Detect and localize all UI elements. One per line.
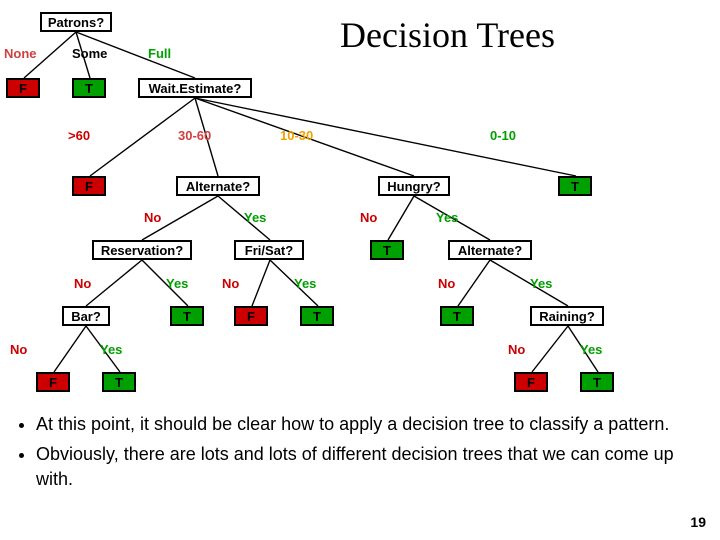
decision-node: Bar? <box>62 306 110 326</box>
decision-node: Wait.Estimate? <box>138 78 252 98</box>
bullet-item: Obviously, there are lots and lots of di… <box>36 442 704 491</box>
edge-label: No <box>360 210 377 225</box>
leaf-node: T <box>370 240 404 260</box>
leaf-node: F <box>514 372 548 392</box>
leaf-node: T <box>102 372 136 392</box>
edge-label: 0-10 <box>490 128 516 143</box>
leaf-node: T <box>72 78 106 98</box>
edge-label: No <box>508 342 525 357</box>
decision-node: Raining? <box>530 306 604 326</box>
edge-label: Yes <box>166 276 188 291</box>
bullet-item: At this point, it should be clear how to… <box>36 412 704 436</box>
decision-node: Alternate? <box>176 176 260 196</box>
decision-node: Patrons? <box>40 12 112 32</box>
edge-label: No <box>438 276 455 291</box>
bullet-list: At this point, it should be clear how to… <box>14 412 704 497</box>
decision-node: Hungry? <box>378 176 450 196</box>
leaf-node: F <box>72 176 106 196</box>
edge-label: Yes <box>436 210 458 225</box>
edge-label: Yes <box>294 276 316 291</box>
leaf-node: F <box>234 306 268 326</box>
edge-label: 30-60 <box>178 128 211 143</box>
leaf-node: T <box>170 306 204 326</box>
edge-label: No <box>222 276 239 291</box>
edge-label: Yes <box>244 210 266 225</box>
edge-label: No <box>10 342 27 357</box>
edge-label: None <box>4 46 37 61</box>
edge-label: Yes <box>530 276 552 291</box>
decision-node: Alternate? <box>448 240 532 260</box>
page-title: Decision Trees <box>340 14 555 56</box>
edge-label: Some <box>72 46 107 61</box>
leaf-node: T <box>440 306 474 326</box>
page-number: 19 <box>690 514 706 530</box>
edge-label: No <box>74 276 91 291</box>
edge-label: No <box>144 210 161 225</box>
edge-label: >60 <box>68 128 90 143</box>
decision-node: Reservation? <box>92 240 192 260</box>
edge-label: Yes <box>100 342 122 357</box>
leaf-node: T <box>580 372 614 392</box>
edge-label: Full <box>148 46 171 61</box>
decision-node: Fri/Sat? <box>234 240 304 260</box>
leaf-node: T <box>300 306 334 326</box>
edge-label: 10-30 <box>280 128 313 143</box>
tree-edges <box>0 0 720 400</box>
leaf-node: F <box>36 372 70 392</box>
leaf-node: T <box>558 176 592 196</box>
edge-label: Yes <box>580 342 602 357</box>
leaf-node: F <box>6 78 40 98</box>
